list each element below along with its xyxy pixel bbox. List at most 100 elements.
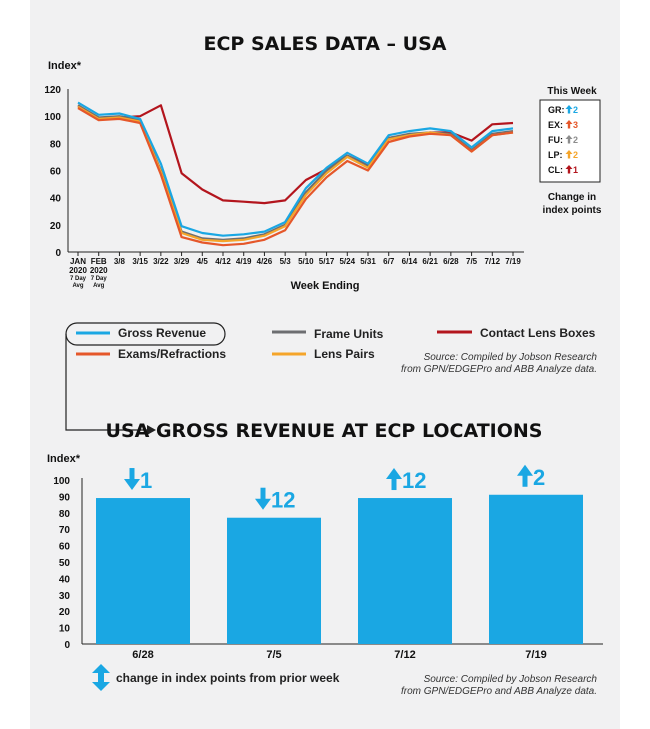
x-tick-label: 6/7 (383, 257, 395, 266)
line-chart-source-line-1: Source: Compiled by Jobson Research (424, 352, 598, 363)
y-tick-label: 50 (59, 558, 71, 569)
series-line-gross-revenue (77, 101, 514, 237)
x-tick-label: 4/12 (215, 257, 231, 266)
sidebar-item-value: 1 (573, 165, 578, 175)
y-tick-label: 20 (59, 607, 71, 618)
y-tick-label: 40 (50, 194, 62, 205)
change-value-label: 1 (140, 468, 152, 493)
x-tick-label: 7/19 (505, 257, 521, 266)
y-tick-label: 100 (44, 112, 61, 123)
bar-chart-source-line-2: from GPN/EDGEPro and ABB Analyze data. (401, 686, 597, 697)
x-tick-label: 4/19 (236, 257, 252, 266)
sidebar-item-code: GR: (548, 105, 565, 115)
y-tick-label: 60 (50, 167, 62, 178)
x-tick-label: 5/10 (298, 257, 314, 266)
bar-7-12 (358, 498, 452, 644)
x-tick-label: 3/15 (132, 257, 148, 266)
x-tick-label: 3/22 (153, 257, 169, 266)
bar-chart-y-axis-label: Index* (47, 453, 81, 465)
sidebar-item-value: 2 (573, 105, 578, 115)
sidebar-footer-line-1: Change in (548, 192, 596, 203)
arrow-up-icon (565, 150, 573, 159)
this-week-sidebar: This Week GR: 2 EX: 3 FU: 2 LP: 2 CL: 1 Change in… (539, 86, 602, 216)
sidebar-item-code: LP: (548, 150, 563, 160)
x-tick-label: JAN 2020 7 Day Avg (69, 257, 87, 289)
y-tick-label: 100 (53, 476, 70, 487)
arrow-down-icon (124, 468, 140, 491)
y-tick-label: 80 (50, 139, 62, 150)
x-tick-label: 6/14 (402, 257, 418, 266)
sidebar-items: GR: 2 EX: 3 FU: 2 LP: 2 CL: 1 (548, 105, 578, 175)
y-tick-label: 0 (64, 640, 70, 651)
connector-line (65, 334, 147, 431)
x-tick-label: 6/28 (132, 649, 153, 661)
legend-label-frame-units: Frame Units (314, 327, 384, 341)
change-value-label: 12 (271, 488, 295, 513)
y-tick-label: 20 (50, 221, 62, 232)
arrow-up-icon (517, 464, 533, 487)
footnote-text: change in index points from prior week (116, 671, 340, 685)
line-chart-x-axis-label: Week Ending (291, 280, 360, 292)
change-value-label: 12 (402, 468, 426, 493)
line-chart-source-line-2: from GPN/EDGEPro and ABB Analyze data. (401, 364, 597, 375)
y-tick-label: 80 (59, 509, 71, 520)
x-tick-label: 3/8 (114, 257, 126, 266)
legend-label-gross-revenue: Gross Revenue (118, 326, 206, 340)
change-value-label: 2 (533, 465, 545, 490)
bar-chart-y-ticks: 0 10 20 30 40 50 60 70 80 90 100 (53, 476, 70, 651)
x-tick-label: 5/3 (280, 257, 292, 266)
y-tick-label: 90 (59, 492, 71, 503)
legend-label-contact-lens: Contact Lens Boxes (480, 326, 596, 340)
line-chart-y-axis-label: Index* (48, 60, 82, 72)
bar-chart-change-annotations: 1 12 12 2 (124, 464, 545, 513)
arrow-up-icon (565, 120, 573, 129)
sidebar-item-code: FU: (548, 135, 563, 145)
arrow-down-icon (255, 487, 271, 510)
arrow-up-icon (386, 468, 402, 491)
up-down-arrow-icon (92, 664, 110, 691)
sidebar-footer-line-2: index points (543, 205, 602, 216)
line-chart-legend: Gross Revenue Exams/Refractions Frame Un… (65, 322, 596, 361)
y-tick-label: 30 (59, 591, 71, 602)
line-chart-y-ticks: 0 20 40 60 80 100 120 (44, 85, 61, 259)
x-tick-label: 7/12 (484, 257, 500, 266)
x-tick-label: 5/24 (339, 257, 355, 266)
bar-6-28 (96, 498, 190, 644)
series-line-contact-lens-boxes (77, 104, 514, 205)
y-tick-label: 120 (44, 85, 61, 96)
legend-label-lens-pairs: Lens Pairs (314, 347, 375, 361)
x-tick-label: 6/21 (422, 257, 438, 266)
bar-chart-source-line-1: Source: Compiled by Jobson Research (424, 674, 598, 685)
bar-chart-bars (96, 494, 583, 644)
x-tick-label: 4/5 (197, 257, 209, 266)
bar-7-5 (227, 517, 321, 644)
y-tick-label: 40 (59, 574, 71, 585)
x-tick-label: 7/5 (466, 257, 478, 266)
series-line-exams-refractions (77, 107, 514, 247)
connector-arrowhead (147, 425, 156, 435)
x-tick-label: 5/31 (360, 257, 376, 266)
sidebar-item-value: 2 (573, 150, 578, 160)
line-chart-series (77, 101, 514, 247)
x-tick-label: 5/17 (319, 257, 335, 266)
x-tick-label: 4/26 (257, 257, 273, 266)
arrow-up-icon (565, 135, 573, 144)
arrow-up-icon (565, 165, 573, 174)
bar-chart-footnote: change in index points from prior week (92, 664, 340, 691)
x-tick-label: 7/12 (394, 649, 415, 661)
y-tick-label: 0 (55, 248, 61, 259)
x-tick-label: 7/19 (525, 649, 546, 661)
line-chart-title: ECP SALES DATA – USA (204, 33, 447, 55)
x-tick-label: 6/28 (443, 257, 459, 266)
y-tick-label: 10 (59, 624, 71, 635)
legend-label-exams: Exams/Refractions (118, 347, 226, 361)
bar-chart-title: USA GROSS REVENUE AT ECP LOCATIONS (106, 420, 543, 442)
x-tick-label: 3/29 (174, 257, 190, 266)
bar-chart-x-ticks: 6/28 7/5 7/12 7/19 (132, 649, 546, 661)
sidebar-item-value: 3 (573, 120, 578, 130)
sidebar-item-value: 2 (573, 135, 578, 145)
x-tick-label: 7/5 (266, 649, 281, 661)
x-tick-label: FEB 2020 7 Day Avg (90, 257, 108, 289)
